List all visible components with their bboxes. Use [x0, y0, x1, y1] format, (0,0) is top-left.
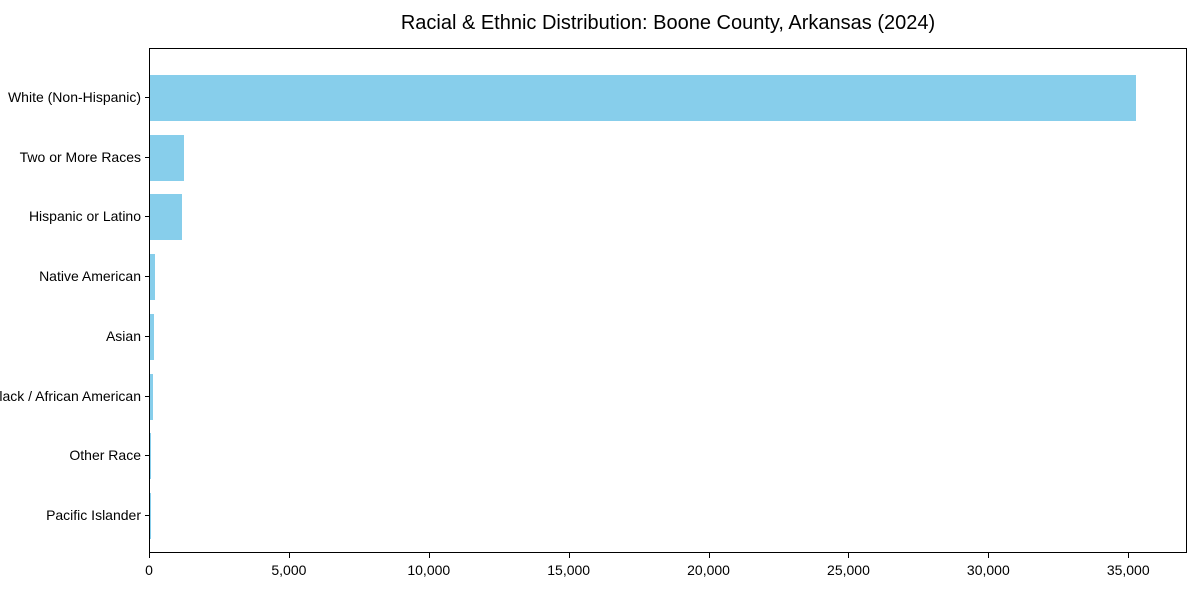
- y-axis-label: Hispanic or Latino: [28, 208, 141, 225]
- y-axis-label: Black / African American: [0, 387, 141, 404]
- x-axis-tick: [568, 553, 570, 558]
- bar-hispanic-or-latino: [150, 194, 183, 241]
- bar-pacific-islander: [150, 492, 151, 539]
- x-axis-tick: [428, 553, 430, 558]
- bar-asian: [150, 313, 155, 360]
- x-axis-label: 15,000: [547, 562, 591, 578]
- y-axis-tick: [145, 455, 149, 457]
- bar-two-or-more-races: [150, 134, 184, 181]
- bar-black-african-american: [150, 373, 154, 420]
- x-axis-label: 25,000: [827, 562, 870, 578]
- y-axis-label: White (Non-Hispanic): [7, 89, 141, 105]
- x-axis-label: 5,000: [271, 562, 307, 578]
- y-axis-tick: [145, 335, 149, 337]
- x-axis-label: 30,000: [966, 562, 1010, 578]
- x-axis-label: 10,000: [407, 562, 451, 578]
- x-axis-tick: [149, 553, 150, 558]
- y-axis-label: Native American: [39, 268, 141, 285]
- y-axis-tick: [145, 276, 149, 278]
- bar-white-non-hispanic: [150, 75, 1137, 121]
- chart-title: Racial & Ethnic Distribution: Boone Coun…: [400, 12, 936, 34]
- plot-area: [149, 48, 1187, 553]
- x-axis-label: 0: [145, 562, 153, 578]
- x-axis-tick: [708, 553, 710, 558]
- y-axis-tick: [145, 97, 149, 98]
- y-axis-label: Pacific Islander: [46, 506, 141, 523]
- bar-other-race: [150, 433, 152, 480]
- x-axis-label: 20,000: [687, 562, 730, 578]
- y-axis-tick: [145, 156, 149, 158]
- y-axis-tick: [145, 395, 149, 397]
- y-axis-tick: [145, 216, 149, 218]
- x-axis-tick: [1128, 553, 1130, 558]
- x-axis-tick: [288, 553, 290, 558]
- y-axis-label: Two or More Races: [19, 148, 141, 165]
- x-axis-tick: [848, 553, 850, 558]
- y-axis-label: Other Race: [69, 447, 141, 464]
- y-axis-label: Asian: [105, 327, 141, 344]
- y-axis-tick: [145, 514, 149, 516]
- bar-native-american: [150, 254, 156, 301]
- x-axis-label: 35,000: [1106, 562, 1150, 578]
- x-axis-tick: [988, 553, 990, 558]
